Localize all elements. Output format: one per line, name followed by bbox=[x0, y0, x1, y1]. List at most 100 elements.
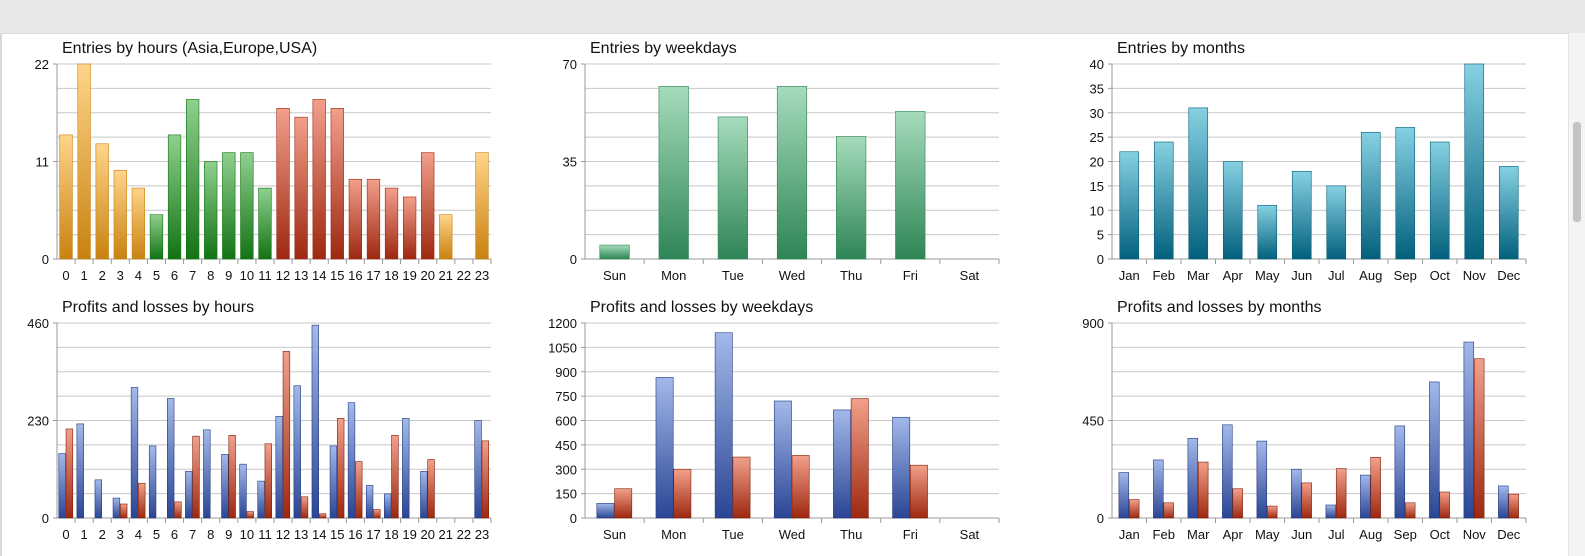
loss-bar bbox=[427, 459, 435, 519]
profit-bar bbox=[402, 418, 410, 519]
x-tick-label: 9 bbox=[225, 268, 232, 283]
x-tick-label: May bbox=[1255, 268, 1280, 283]
y-tick-label: 5 bbox=[1097, 228, 1104, 243]
x-tick-label: 0 bbox=[62, 527, 69, 542]
chart-svg: 0 35 70 Sun Mon Tue Wed Thu Fri Sat bbox=[563, 57, 1000, 283]
vertical-scrollbar[interactable] bbox=[1568, 33, 1585, 556]
x-tick-label: Jun bbox=[1291, 268, 1312, 283]
bar bbox=[1119, 151, 1140, 260]
bar bbox=[366, 178, 381, 260]
loss-bar bbox=[192, 435, 200, 519]
x-tick-label: Nov bbox=[1463, 527, 1487, 542]
x-tick-label: Apr bbox=[1223, 527, 1244, 542]
bar bbox=[167, 134, 182, 260]
x-tick-label: Fri bbox=[903, 268, 918, 283]
chart-entries-by-months: Entries by months 0 5 10 15 20 25 30 35 40 Jan Feb… bbox=[1055, 38, 1555, 283]
bar bbox=[717, 116, 748, 260]
x-tick-label: 12 bbox=[276, 268, 290, 283]
chart-entries-by-weekdays: Entries by weekdays 0 35 70 Sun Mon Tue Wed Thu… bbox=[528, 38, 1028, 283]
bar bbox=[599, 244, 630, 260]
x-tick-label: 8 bbox=[207, 268, 214, 283]
bar bbox=[1222, 161, 1243, 260]
x-tick-label: Jan bbox=[1119, 527, 1140, 542]
y-tick-label: 1200 bbox=[548, 316, 577, 331]
x-tick-label: 19 bbox=[402, 527, 416, 542]
x-tick-label: 22 bbox=[457, 268, 471, 283]
profit-bar bbox=[1118, 472, 1130, 519]
bar bbox=[294, 116, 308, 260]
profit-bar bbox=[76, 423, 84, 519]
x-tick-label: 14 bbox=[312, 268, 326, 283]
bar bbox=[439, 214, 453, 260]
bar bbox=[1360, 131, 1381, 260]
y-tick-label: 1050 bbox=[548, 340, 577, 355]
x-tick-label: 3 bbox=[117, 268, 124, 283]
x-tick-label: 18 bbox=[384, 527, 398, 542]
x-tick-label: 1 bbox=[81, 268, 88, 283]
loss-bar bbox=[336, 418, 345, 519]
x-tick-label: 12 bbox=[276, 527, 290, 542]
x-tick-label: 15 bbox=[330, 268, 344, 283]
y-tick-label: 25 bbox=[1090, 130, 1104, 145]
profit-bar bbox=[167, 398, 175, 519]
y-tick-label: 230 bbox=[27, 414, 49, 429]
loss-bar bbox=[318, 513, 327, 519]
x-tick-label: 4 bbox=[135, 527, 142, 542]
y-tick-label: 35 bbox=[1090, 81, 1104, 96]
x-tick-label: Sep bbox=[1394, 527, 1417, 542]
x-tick-label: 16 bbox=[348, 527, 362, 542]
loss-bar bbox=[481, 440, 489, 519]
x-tick-label: Mar bbox=[1187, 268, 1210, 283]
bar bbox=[1395, 127, 1416, 260]
bar bbox=[312, 99, 326, 260]
x-tick-label: 9 bbox=[225, 527, 232, 542]
chart-svg: 0 450 900 Jan Feb Mar Apr May Jun Jul Aug Sep Oct Nov… bbox=[1082, 316, 1527, 542]
bar bbox=[59, 134, 73, 260]
profit-bar bbox=[148, 445, 157, 519]
bar bbox=[1188, 107, 1209, 260]
bar bbox=[1464, 63, 1485, 260]
x-tick-label: Tue bbox=[722, 268, 744, 283]
profit-bar bbox=[1429, 381, 1440, 519]
x-tick-label: Oct bbox=[1430, 527, 1451, 542]
loss-bar bbox=[1404, 502, 1416, 519]
profit-bar bbox=[892, 416, 911, 519]
x-tick-label: Sep bbox=[1394, 268, 1417, 283]
y-tick-label: 0 bbox=[570, 511, 577, 526]
x-tick-label: Mon bbox=[661, 268, 686, 283]
bar bbox=[402, 196, 417, 260]
y-tick-label: 22 bbox=[35, 57, 49, 72]
x-tick-label: Dec bbox=[1497, 268, 1521, 283]
chart-profits-losses-by-months: Profits and losses by months 0 450 900 Jan F… bbox=[1055, 297, 1555, 542]
x-tick-label: 21 bbox=[439, 268, 453, 283]
loss-bar bbox=[264, 443, 272, 519]
bar bbox=[895, 111, 926, 260]
x-tick-label: 10 bbox=[240, 268, 254, 283]
profit-bar bbox=[384, 493, 392, 519]
loss-bar bbox=[1266, 505, 1278, 519]
bar bbox=[348, 178, 363, 260]
profit-bar bbox=[1222, 424, 1233, 519]
bar bbox=[421, 152, 435, 260]
loss-bar bbox=[373, 509, 381, 519]
profit-bar bbox=[474, 420, 482, 519]
y-tick-label: 70 bbox=[563, 57, 577, 72]
loss-bar bbox=[300, 496, 309, 519]
x-tick-label: 6 bbox=[171, 268, 178, 283]
chart-svg: 0 150 300 450 600 750 900 1050 1200 Sun Mon Tue Wed T… bbox=[548, 316, 1000, 542]
x-tick-label: Mon bbox=[661, 527, 686, 542]
x-tick-label: Dec bbox=[1497, 527, 1521, 542]
y-tick-label: 0 bbox=[42, 252, 49, 267]
chart-entries-by-hours: Entries by hours (Asia,Europe,USA) 0 11 22… bbox=[0, 38, 500, 283]
y-tick-label: 900 bbox=[555, 365, 577, 380]
loss-bar bbox=[850, 398, 869, 519]
loss-bar bbox=[174, 501, 182, 519]
x-tick-label: 16 bbox=[348, 268, 362, 283]
chart-profits-losses-by-hours: Profits and losses by hours 0 230 460 0 1 2 3 4… bbox=[0, 297, 500, 542]
x-tick-label: 7 bbox=[189, 527, 196, 542]
profit-bar bbox=[596, 503, 615, 519]
y-tick-label: 30 bbox=[1090, 106, 1104, 121]
profit-bar bbox=[257, 480, 265, 519]
x-tick-label: Tue bbox=[722, 527, 744, 542]
scrollbar-thumb[interactable] bbox=[1573, 122, 1581, 222]
